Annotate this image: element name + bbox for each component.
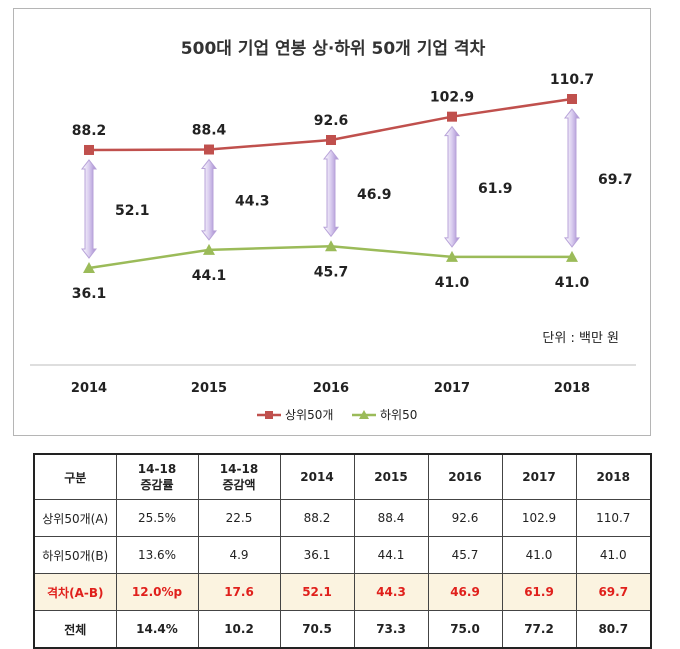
value-label-top: 92.6 bbox=[314, 113, 349, 129]
table-cell: 44.3 bbox=[353, 573, 429, 611]
table-cell: 52.1 bbox=[279, 573, 355, 611]
value-label-top: 102.9 bbox=[430, 90, 474, 106]
table-header-cell: 2018 bbox=[575, 453, 652, 500]
x-tick-label: 2017 bbox=[434, 381, 470, 396]
gap-label: 69.7 bbox=[598, 172, 633, 188]
table-cell: 12.0%p bbox=[115, 573, 199, 611]
value-label-bottom: 45.7 bbox=[314, 264, 349, 280]
value-label-top: 110.7 bbox=[550, 72, 594, 88]
value-label-top: 88.4 bbox=[192, 123, 227, 139]
table-cell: 102.9 bbox=[501, 499, 577, 537]
table-row: 상위50개(A) 25.5% 22.5 88.2 88.4 92.6 102.9 110.7 bbox=[33, 499, 652, 537]
table-cell: 70.5 bbox=[279, 610, 355, 649]
gap-arrow bbox=[563, 108, 581, 248]
chart-svg: 500대 기업 연봉 상·하위 50개 기업 격차 52.1 44.3 46.9 61… bbox=[30, 39, 636, 422]
table-cell: 46.9 bbox=[427, 573, 503, 611]
table-cell: 41.0 bbox=[575, 536, 652, 574]
x-tick-label: 2015 bbox=[191, 381, 227, 396]
point-marker-bottom bbox=[83, 262, 95, 273]
gap-arrow bbox=[200, 158, 218, 241]
chart-panel: 500대 기업 연봉 상·하위 50개 기업 격차 52.1 44.3 46.9 61… bbox=[13, 8, 651, 436]
gap-arrow bbox=[443, 125, 461, 248]
chart-title: 500대 기업 연봉 상·하위 50개 기업 격차 bbox=[181, 39, 486, 59]
row-label-cell: 하위50개(B) bbox=[33, 536, 117, 574]
point-marker-bottom bbox=[446, 250, 458, 262]
gap-arrow bbox=[80, 159, 98, 259]
table-row: 격차(A-B) 12.0%p 17.6 52.1 44.3 46.9 61.9 69.7 bbox=[33, 573, 652, 611]
table-row: 전체 14.4% 10.2 70.5 73.3 75.0 77.2 80.7 bbox=[33, 610, 652, 649]
legend-label: 상위50개 bbox=[285, 408, 333, 422]
legend-label: 하위50 bbox=[380, 408, 417, 422]
table-header-cell: 구분 bbox=[33, 453, 117, 500]
table-cell: 88.4 bbox=[353, 499, 429, 537]
data-table-wrap: 구분 14-18 증감률 14-18 증감액 2014 2015 2016 2017 2018 상… bbox=[33, 453, 652, 649]
point-marker-top bbox=[84, 144, 94, 155]
point-marker-top bbox=[567, 94, 577, 104]
legend-marker bbox=[265, 411, 273, 419]
table-header-cell: 2014 bbox=[279, 453, 355, 500]
point-marker-bottom bbox=[325, 240, 337, 252]
table-cell: 61.9 bbox=[501, 573, 577, 611]
value-label-bottom: 36.1 bbox=[72, 286, 107, 302]
point-marker-bottom bbox=[566, 250, 578, 262]
table-cell: 88.2 bbox=[279, 499, 355, 537]
table-cell: 25.5% bbox=[115, 499, 199, 537]
value-label-bottom: 41.0 bbox=[555, 275, 590, 291]
legend: 상위50개 하위50 bbox=[257, 408, 417, 422]
table-cell: 92.6 bbox=[427, 499, 503, 537]
point-marker-top bbox=[447, 111, 457, 122]
gap-label: 61.9 bbox=[478, 181, 513, 197]
table-header-cell: 2015 bbox=[353, 453, 429, 500]
gap-arrow bbox=[322, 149, 340, 238]
table-cell: 45.7 bbox=[427, 536, 503, 574]
value-label-bottom: 41.0 bbox=[435, 275, 470, 291]
table-header-row: 구분 14-18 증감률 14-18 증감액 2014 2015 2016 2017 2018 bbox=[33, 453, 652, 500]
row-label-cell: 상위50개(A) bbox=[33, 499, 117, 537]
x-tick-label: 2016 bbox=[313, 381, 349, 396]
gap-label: 44.3 bbox=[235, 194, 270, 210]
table-cell: 14.4% bbox=[115, 610, 199, 649]
table-cell: 77.2 bbox=[501, 610, 577, 649]
table-cell: 4.9 bbox=[197, 536, 281, 574]
table-cell: 44.1 bbox=[353, 536, 429, 574]
table-header-cell: 2016 bbox=[427, 453, 503, 500]
table-cell: 80.7 bbox=[575, 610, 652, 649]
table-cell: 41.0 bbox=[501, 536, 577, 574]
point-marker-top bbox=[204, 144, 214, 155]
table-cell: 13.6% bbox=[115, 536, 199, 574]
table-cell: 73.3 bbox=[353, 610, 429, 649]
data-table: 구분 14-18 증감률 14-18 증감액 2014 2015 2016 2017 2018 상… bbox=[33, 453, 652, 649]
table-cell: 75.0 bbox=[427, 610, 503, 649]
value-label-top: 88.2 bbox=[72, 123, 107, 139]
table-cell: 10.2 bbox=[197, 610, 281, 649]
table-header-cell: 14-18 증감액 bbox=[197, 453, 281, 500]
table-cell: 17.6 bbox=[197, 573, 281, 611]
legend-marker bbox=[359, 410, 369, 419]
gap-label: 46.9 bbox=[357, 187, 392, 203]
row-label-cell: 전체 bbox=[33, 610, 117, 649]
value-label-bottom: 44.1 bbox=[192, 268, 227, 284]
row-label-cell: 격차(A-B) bbox=[33, 573, 117, 611]
table-header-cell: 14-18 증감률 bbox=[115, 453, 199, 500]
x-tick-label: 2014 bbox=[71, 381, 107, 396]
table-cell: 110.7 bbox=[575, 499, 652, 537]
table-cell: 22.5 bbox=[197, 499, 281, 537]
table-header-cell: 2017 bbox=[501, 453, 577, 500]
point-marker-bottom bbox=[203, 243, 215, 255]
table-cell: 36.1 bbox=[279, 536, 355, 574]
point-marker-top bbox=[326, 135, 336, 146]
table-cell: 69.7 bbox=[575, 573, 652, 611]
table-row: 하위50개(B) 13.6% 4.9 36.1 44.1 45.7 41.0 41.0 bbox=[33, 536, 652, 574]
x-tick-label: 2018 bbox=[554, 381, 590, 396]
gap-label: 52.1 bbox=[115, 203, 150, 219]
unit-label: 단위 : 백만 원 bbox=[542, 331, 619, 346]
